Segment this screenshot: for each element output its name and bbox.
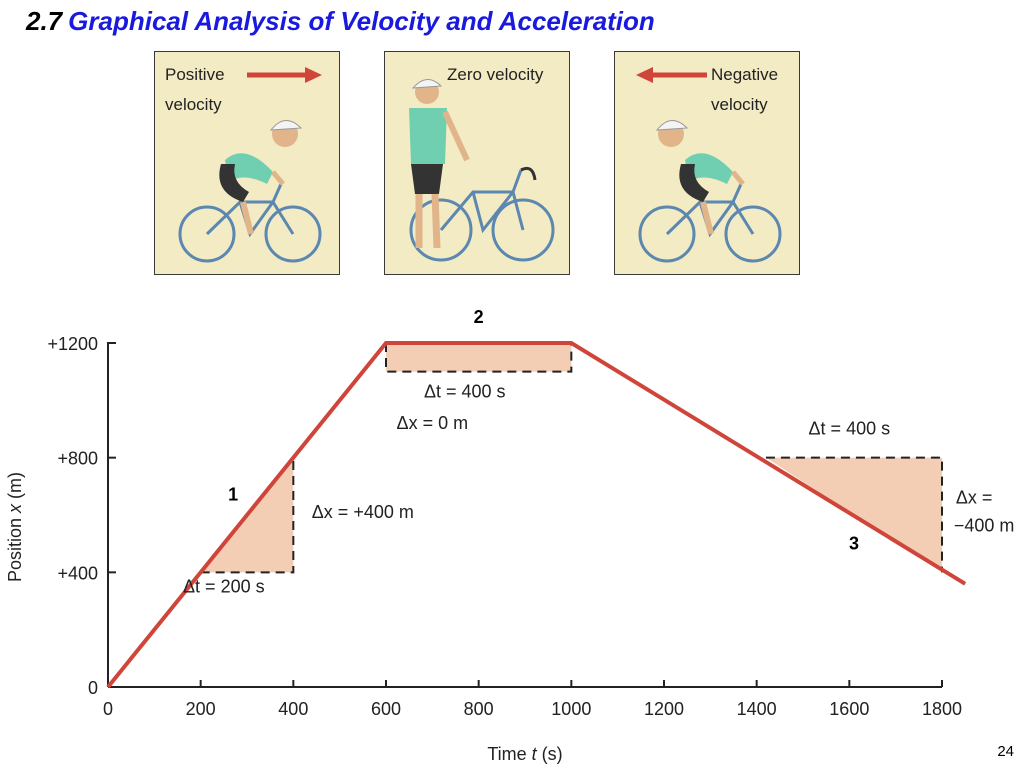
- segment-label-1: 1: [228, 485, 238, 505]
- position-line: [106, 341, 967, 689]
- x-tick-label: 400: [278, 699, 308, 719]
- y-tick-label: 0: [88, 678, 98, 698]
- delta-x-label: −400 m: [954, 516, 1015, 536]
- delta-x-label: Δx =: [956, 488, 993, 508]
- bicycle-rider-illustration: [178, 67, 322, 263]
- section-number: 2.7: [26, 6, 63, 36]
- x-tick-label: 1200: [644, 699, 684, 719]
- left-arrow-icon: [636, 67, 707, 83]
- segment-label-2: 2: [474, 307, 484, 327]
- x-tick-label: 1400: [737, 699, 777, 719]
- delta-x-label: Δx = 0 m: [397, 413, 469, 433]
- bicycle-rider-illustration: [636, 67, 782, 263]
- right-arrow-icon: [247, 67, 322, 83]
- chart-layer: 0 200 400 600 800 1000 1200 1400 1600 1800 0 +400 +8…: [5, 307, 1014, 764]
- title-text: Graphical Analysis of Velocity and Accel…: [68, 6, 655, 36]
- segment-label-3: 3: [849, 533, 859, 553]
- dashed-guide-1: [200, 457, 295, 574]
- x-axis-label: Time t (s): [487, 744, 562, 764]
- cyclist-icon: [219, 120, 303, 235]
- x-tick-label: 200: [186, 699, 216, 719]
- page-number: 24: [997, 743, 1014, 760]
- cyclist-icon: [655, 120, 745, 235]
- panel-label: Positive velocity: [165, 65, 225, 114]
- x-tick-label: 1600: [829, 699, 869, 719]
- x-tick-label: 1000: [551, 699, 591, 719]
- delta-t-label: Δt = 400 s: [424, 381, 506, 401]
- position-time-graph: 0 200 400 600 800 1000 1200 1400 1600 1800 0 +400 +8…: [5, 307, 1014, 764]
- panel-label: Zero velocity: [447, 65, 544, 84]
- x-tick-label: 1800: [922, 699, 962, 719]
- standing-person-icon: [409, 79, 470, 249]
- bicycle-icon: [409, 166, 555, 262]
- x-tick-label: 600: [371, 699, 401, 719]
- slide-title: 2.7 Graphical Analysis of Velocity and Ac…: [26, 6, 655, 37]
- x-tick-label: 800: [464, 699, 494, 719]
- y-tick-label: +400: [57, 563, 98, 583]
- bicycle-icon: [638, 183, 782, 263]
- panel-positive-velocity: Positive velocity: [154, 51, 340, 275]
- panel-label: Negative velocity: [711, 65, 779, 114]
- slope-triangle-3: [765, 457, 942, 573]
- slope-triangle-2: [386, 343, 572, 372]
- delta-t-label: Δt = 400 s: [809, 419, 891, 439]
- panel-negative-velocity: Negative velocity: [614, 51, 800, 275]
- y-tick-label: +1200: [47, 334, 98, 354]
- delta-t-label: Δt = 200 s: [183, 576, 265, 596]
- y-axis-label: Position x (m): [5, 472, 25, 582]
- standing-rider-illustration: [409, 79, 555, 262]
- x-tick-label: 0: [103, 699, 113, 719]
- delta-x-label: Δx = +400 m: [312, 502, 414, 522]
- y-tick-label: +800: [57, 449, 98, 469]
- dashed-guide-2: [385, 343, 573, 373]
- panel-zero-velocity: Zero velocity: [384, 51, 570, 275]
